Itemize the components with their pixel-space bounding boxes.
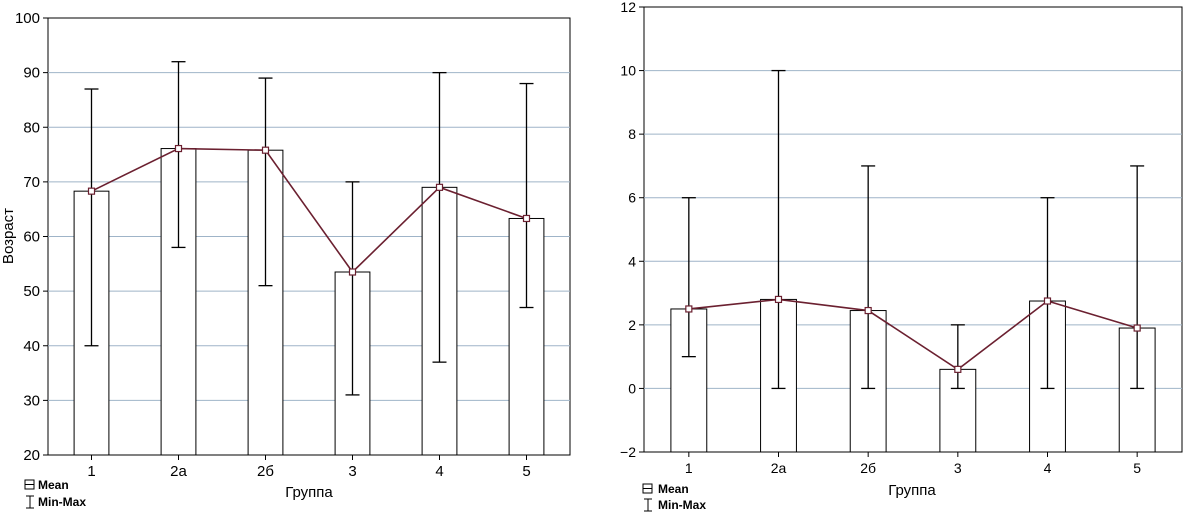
mean-point xyxy=(261,146,270,154)
y-tick-label: 40 xyxy=(23,338,40,355)
y-tick-label: 60 xyxy=(23,229,40,246)
min-max-whisker xyxy=(432,71,447,363)
chart-age: 100 90 80 70 60 50 40 30 20 1 2а 2б 3 4 5 Возраст Гру… xyxy=(0,10,571,509)
legend: Mean Min-Max xyxy=(642,482,706,512)
min-max-whisker xyxy=(84,88,99,347)
mean-point xyxy=(435,183,444,191)
mean-series-line xyxy=(91,147,527,274)
error-bars xyxy=(681,69,1145,390)
x-tick-label: 4 xyxy=(1044,460,1052,476)
y-tick-labels: 12 10 8 6 4 2 0 −2 xyxy=(620,0,636,460)
y-tick-label: 100 xyxy=(15,10,40,27)
plot-area xyxy=(643,6,1183,453)
mean-point xyxy=(87,187,96,195)
chart-right: 12 10 8 6 4 2 0 −2 1 2а 2б 3 4 5 Группа Mean Min-Max xyxy=(620,0,1183,512)
x-tick-label: 5 xyxy=(522,463,530,480)
mean-point xyxy=(954,365,962,373)
min-max-whisker xyxy=(950,324,965,390)
x-tick-label: 1 xyxy=(685,460,693,476)
y-tick-label: 20 xyxy=(23,447,40,464)
x-axis-label: Группа xyxy=(888,482,936,499)
y-tick-label: −2 xyxy=(620,444,636,460)
y-tick-label: 8 xyxy=(628,126,636,142)
min-max-whisker xyxy=(258,77,273,287)
mean-point xyxy=(1133,324,1141,332)
min-max-whisker xyxy=(861,165,876,390)
mean-line xyxy=(685,295,1141,373)
y-tick-label: 80 xyxy=(23,119,40,136)
y-tick-label: 6 xyxy=(628,190,636,206)
min-max-whisker xyxy=(345,181,360,396)
y-tick-label: 4 xyxy=(628,253,636,269)
y-tick-label: 50 xyxy=(23,283,40,300)
legend-range-label: Min-Max xyxy=(658,498,706,512)
min-max-whisker xyxy=(171,61,186,249)
x-tick-label: 1 xyxy=(87,463,95,480)
gridlines xyxy=(43,17,570,456)
min-max-whisker xyxy=(681,197,696,358)
mean-point xyxy=(348,268,357,276)
y-tick-label: 10 xyxy=(620,63,636,79)
min-max-whisker xyxy=(1130,165,1145,390)
legend: Mean Min-Max xyxy=(24,478,86,509)
mean-point xyxy=(1043,297,1052,305)
y-tick-label: 2 xyxy=(628,317,636,333)
y-tick-label: 0 xyxy=(628,380,636,396)
mean-series-line xyxy=(688,298,1138,371)
mean-point xyxy=(685,305,693,313)
legend-mean-label: Mean xyxy=(38,478,69,492)
x-tick-labels: 1 2а 2б 3 4 5 xyxy=(685,452,1141,476)
legend-range-label: Min-Max xyxy=(38,495,86,509)
gridlines xyxy=(639,6,1182,453)
mean-point xyxy=(174,144,183,153)
y-tick-label: 70 xyxy=(23,174,40,191)
y-axis-label: Возраст xyxy=(0,208,17,264)
x-tick-label: 4 xyxy=(435,463,443,480)
mean-point xyxy=(774,295,783,304)
y-tick-label: 90 xyxy=(23,65,40,82)
min-max-legend-icon xyxy=(26,495,34,509)
x-tick-labels: 1 2а 2б 3 4 5 xyxy=(87,455,531,480)
x-tick-label: 2а xyxy=(771,460,787,476)
x-tick-label: 2б xyxy=(860,460,876,476)
x-tick-label: 2б xyxy=(257,463,274,480)
mean-point xyxy=(864,306,872,315)
x-tick-label: 3 xyxy=(348,463,356,480)
error-bars xyxy=(84,61,534,396)
x-tick-label: 5 xyxy=(1133,460,1141,476)
x-tick-label: 3 xyxy=(954,460,962,476)
mean-point xyxy=(522,214,531,223)
mean-legend-icon xyxy=(24,479,35,490)
mean-line xyxy=(87,144,531,276)
min-max-whisker xyxy=(771,69,786,390)
min-max-whisker xyxy=(1040,197,1055,390)
x-tick-label: 2а xyxy=(170,463,187,480)
x-axis-label: Группа xyxy=(285,484,333,501)
mean-legend-icon xyxy=(642,483,653,494)
y-tick-label: 30 xyxy=(23,392,40,409)
y-tick-label: 12 xyxy=(620,0,636,15)
min-max-legend-icon xyxy=(644,498,652,512)
legend-mean-label: Mean xyxy=(658,482,689,496)
y-tick-labels: 100 90 80 70 60 50 40 30 20 xyxy=(15,10,40,464)
min-max-whisker xyxy=(519,82,534,309)
